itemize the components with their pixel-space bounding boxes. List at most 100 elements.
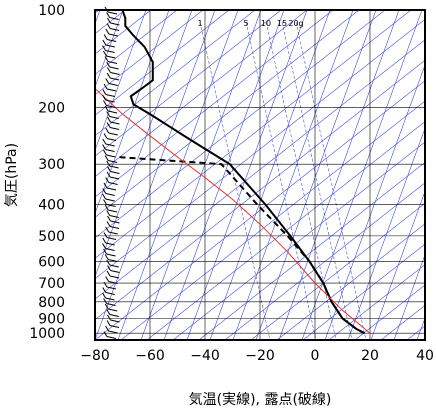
- x-tick-label: 40: [416, 348, 434, 364]
- wind-barb-flag: [102, 39, 107, 46]
- dry-adiabat: [95, 10, 256, 137]
- wind-barb-flag: [104, 254, 109, 260]
- wind-barb-flag: [104, 105, 109, 112]
- wind-barb-flag: [102, 188, 107, 194]
- wind-barb: [105, 193, 115, 196]
- wind-barb-flag: [106, 111, 111, 117]
- wind-barb-flag: [102, 292, 107, 299]
- wind-barb: [108, 281, 118, 284]
- wind-barb: [105, 248, 115, 251]
- wind-barb-flag: [103, 248, 107, 255]
- wind-barbs: [102, 6, 120, 339]
- wind-barb: [107, 39, 117, 42]
- mixing-ratio-label: 10: [261, 19, 271, 28]
- wind-barb-flag: [102, 94, 106, 101]
- wind-barb: [107, 61, 118, 64]
- wind-barb: [108, 160, 118, 163]
- wind-barb-flag: [107, 166, 111, 172]
- y-tick-label: 500: [38, 229, 65, 245]
- moist-adiabat: [117, 10, 239, 340]
- x-tick-labels: −80 −60 −40 −20 0 20 40: [80, 348, 434, 364]
- wind-barb: [106, 55, 116, 59]
- moist-adiabat: [186, 10, 308, 340]
- moist-adiabat: [324, 64, 425, 340]
- moist-adiabat: [209, 10, 331, 340]
- mixing-ratio-line: [245, 21, 317, 340]
- wind-barb: [109, 226, 120, 229]
- wind-barb: [109, 176, 120, 180]
- wind-barb: [105, 242, 115, 246]
- dewpoint-line: [116, 156, 365, 335]
- moist-adiabat: [95, 10, 193, 278]
- mixing-ratio-label: 15: [277, 19, 287, 28]
- x-axis-label: 気温(実線), 露点(破線): [189, 392, 332, 408]
- dry-adiabat: [95, 10, 230, 116]
- wind-barb: [109, 264, 119, 268]
- wind-barb-flag: [103, 232, 108, 238]
- moist-adiabat: [393, 253, 425, 340]
- x-tick-label: 20: [361, 348, 379, 364]
- moist-adiabat: [232, 10, 354, 340]
- wind-barb: [106, 187, 117, 191]
- y-tick-label: 1000: [29, 326, 65, 342]
- wind-barb: [106, 237, 117, 240]
- wind-barb-flag: [102, 193, 106, 200]
- wind-barb: [108, 209, 118, 213]
- wind-barb: [110, 171, 120, 174]
- wind-barb: [108, 259, 118, 262]
- wind-barb: [106, 286, 117, 290]
- parcel-line: [95, 88, 371, 334]
- wind-barb: [109, 275, 120, 279]
- y-tick-label: 700: [38, 276, 65, 292]
- dry-adiabat: [95, 10, 152, 55]
- wind-barb: [108, 132, 118, 136]
- moist-adiabat: [416, 317, 425, 340]
- wind-barb: [109, 314, 119, 317]
- dry-adiabat: [95, 39, 425, 300]
- wind-barb: [108, 330, 118, 334]
- dry-adiabat: [198, 162, 425, 340]
- y-tick-label: 800: [38, 295, 65, 311]
- wind-barb: [105, 149, 115, 152]
- x-tick-label: −20: [245, 348, 275, 364]
- gridlines: [94, 9, 426, 340]
- dry-adiabat: [95, 59, 425, 320]
- moist-adiabat: [95, 10, 147, 152]
- mixing-ratio-label: 20g: [288, 19, 303, 28]
- wind-barb: [105, 99, 115, 103]
- dry-adiabat: [224, 182, 425, 340]
- dry-adiabat: [95, 80, 425, 340]
- wind-barb: [105, 198, 115, 202]
- mixing-ratio-line: [295, 21, 367, 340]
- dry-adiabat: [328, 264, 425, 340]
- wind-barb-flag: [106, 210, 111, 216]
- dry-adiabat: [95, 10, 282, 157]
- wind-barb-flag: [106, 61, 111, 68]
- wind-barb: [109, 325, 120, 328]
- moist-adiabat: [301, 10, 423, 340]
- wind-barb-flag: [104, 155, 109, 161]
- mixing-ratio-label: 1: [197, 19, 202, 28]
- y-tick-label: 200: [38, 100, 65, 116]
- mixing-ratio-line: [281, 21, 353, 340]
- wind-barb-flag: [102, 89, 107, 95]
- wind-barb: [108, 182, 118, 185]
- wind-barb: [105, 143, 115, 147]
- dry-adiabat: [120, 100, 425, 340]
- dry-adiabat: [250, 202, 425, 340]
- wind-barb: [106, 336, 117, 339]
- wind-barb-flag: [102, 243, 107, 249]
- wind-barb-flag: [102, 237, 107, 244]
- wind-barb-flag: [105, 127, 110, 134]
- y-tick-label: 400: [38, 198, 65, 214]
- dry-adiabat: [354, 284, 425, 340]
- wind-barb: [110, 220, 120, 224]
- dry-adiabat: [276, 223, 425, 340]
- wind-barb: [109, 116, 119, 119]
- dry-adiabat: [95, 19, 425, 280]
- wind-barb-flag: [105, 325, 110, 332]
- wind-barb: [109, 66, 119, 70]
- wind-barb-flag: [107, 314, 111, 321]
